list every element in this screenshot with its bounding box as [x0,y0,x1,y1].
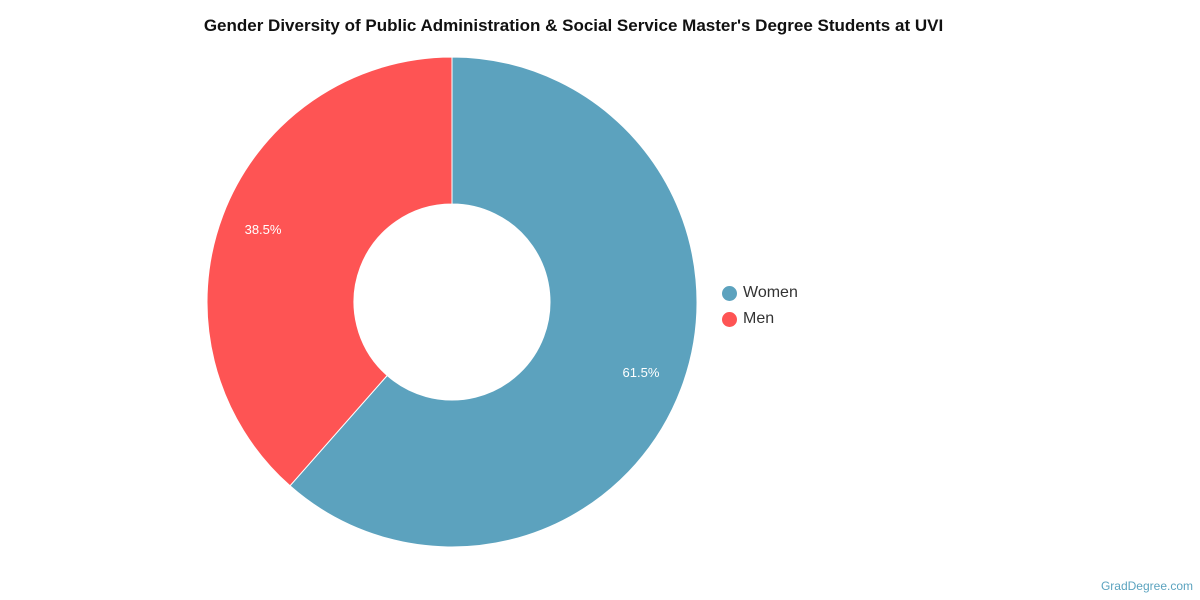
legend-item-men[interactable]: Men [722,306,798,332]
legend-item-women[interactable]: Women [722,280,798,306]
legend: Women Men [722,280,798,332]
data-label-men: 38.5% [245,222,282,237]
data-label-women: 61.5% [623,365,660,380]
chart-title: Gender Diversity of Public Administratio… [203,16,944,35]
slice-women[interactable] [289,56,698,548]
source-credit[interactable]: GradDegree.com [1100,579,1193,593]
legend-label: Women [743,284,798,301]
legend-swatch-icon [722,311,737,327]
slice-men[interactable] [206,56,453,487]
legend-swatch-icon [722,285,737,301]
legend-label: Men [743,310,775,327]
